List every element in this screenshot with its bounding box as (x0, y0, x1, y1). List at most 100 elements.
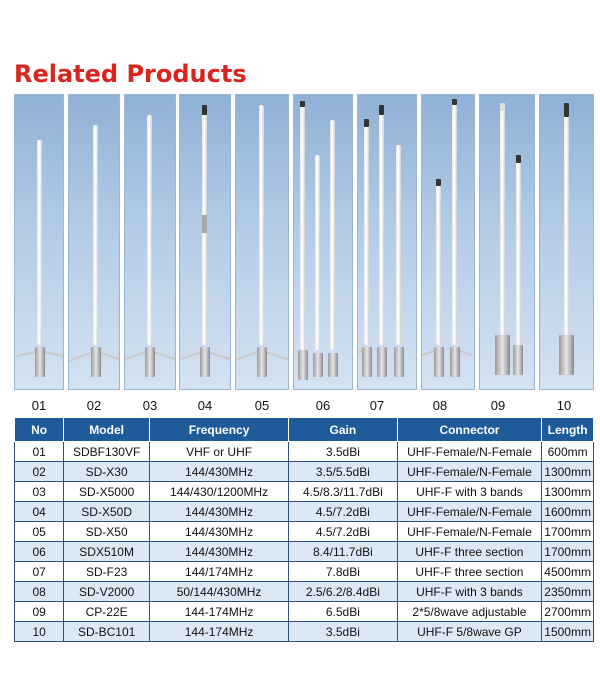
cell-model: SDX510M (63, 541, 150, 562)
cell-no: 06 (13, 541, 65, 562)
table-row: 03 SD-X5000 144/430/1200MHz 4.5/8.3/11.7… (13, 481, 594, 502)
product-image-03[interactable] (124, 94, 176, 390)
product-image-10[interactable] (539, 94, 594, 390)
product-image-09[interactable] (479, 94, 535, 390)
image-label-09: 09 (490, 398, 506, 413)
cell-no: 10 (13, 621, 65, 642)
image-label-04: 04 (197, 398, 213, 413)
cell-connector: 2*5/8wave adjustable (396, 601, 543, 622)
cell-model: SD-X50 (63, 521, 150, 542)
cell-gain: 4.5/7.2dBi (288, 501, 398, 522)
table-row: 04 SD-X50D 144/430MHz 4.5/7.2dBi UHF-Fem… (13, 501, 594, 522)
cell-length: 1700mm (541, 521, 594, 542)
cell-gain: 2.5/6.2/8.4dBi (288, 581, 398, 602)
product-image-02[interactable] (68, 94, 120, 390)
image-label-01: 01 (31, 398, 47, 413)
cell-connector: UHF-Female/N-Female (396, 441, 543, 462)
cell-frequency: 144-174MHz (148, 601, 290, 622)
table-row: 08 SD-V2000 50/144/430MHz 2.5/6.2/8.4dBi… (13, 581, 594, 602)
cell-length: 1300mm (541, 481, 594, 502)
image-label-08: 08 (432, 398, 448, 413)
cell-length: 600mm (541, 441, 594, 462)
cell-no: 04 (13, 501, 65, 522)
cell-connector: UHF-F with 3 bands (396, 481, 543, 502)
image-label-07: 07 (369, 398, 385, 413)
cell-no: 07 (13, 561, 65, 582)
cell-model: SD-BC101 (63, 621, 150, 642)
cell-length: 4500mm (541, 561, 594, 582)
cell-length: 1700mm (541, 541, 594, 562)
cell-length: 1500mm (541, 621, 594, 642)
header-frequency: Frequency (148, 417, 290, 442)
cell-connector: UHF-F with 3 bands (396, 581, 543, 602)
header-length: Length (541, 417, 594, 442)
header-connector: Connector (396, 417, 543, 442)
cell-connector: UHF-F three section (396, 561, 543, 582)
table-row: 09 CP-22E 144-174MHz 6.5dBi 2*5/8wave ad… (13, 601, 594, 622)
product-image-08[interactable] (421, 94, 475, 390)
table-row: 07 SD-F23 144/174MHz 7.8dBi UHF-F three … (13, 561, 594, 582)
header-gain: Gain (288, 417, 398, 442)
cell-length: 2700mm (541, 601, 594, 622)
cell-frequency: 144/174MHz (148, 561, 290, 582)
cell-model: SDBF130VF (63, 441, 150, 462)
cell-frequency: 144/430MHz (148, 461, 290, 482)
cell-model: SD-X30 (63, 461, 150, 482)
cell-gain: 3.5/5.5dBi (288, 461, 398, 482)
table-row: 05 SD-X50 144/430MHz 4.5/7.2dBi UHF-Fema… (13, 521, 594, 542)
cell-no: 01 (13, 441, 65, 462)
cell-frequency: 144/430MHz (148, 521, 290, 542)
cell-frequency: 144/430/1200MHz (148, 481, 290, 502)
table-row: 02 SD-X30 144/430MHz 3.5/5.5dBi UHF-Fema… (13, 461, 594, 482)
cell-gain: 4.5/7.2dBi (288, 521, 398, 542)
cell-length: 1300mm (541, 461, 594, 482)
section-title: Related Products (14, 60, 247, 88)
image-label-10: 10 (556, 398, 572, 413)
cell-length: 1600mm (541, 501, 594, 522)
product-image-strip (14, 94, 594, 390)
product-image-04[interactable] (179, 94, 231, 390)
cell-frequency: 144/430MHz (148, 541, 290, 562)
cell-model: SD-X50D (63, 501, 150, 522)
cell-model: SD-F23 (63, 561, 150, 582)
product-image-01[interactable] (14, 94, 64, 390)
image-label-06: 06 (315, 398, 331, 413)
image-label-05: 05 (254, 398, 270, 413)
product-image-07[interactable] (357, 94, 417, 390)
cell-frequency: 50/144/430MHz (148, 581, 290, 602)
cell-no: 09 (13, 601, 65, 622)
cell-model: CP-22E (63, 601, 150, 622)
cell-gain: 3.5dBi (288, 621, 398, 642)
cell-no: 05 (13, 521, 65, 542)
cell-gain: 3.5dBi (288, 441, 398, 462)
cell-frequency: 144/430MHz (148, 501, 290, 522)
image-label-03: 03 (142, 398, 158, 413)
table-header-row: No Model Frequency Gain Connector Length (13, 417, 594, 442)
cell-gain: 6.5dBi (288, 601, 398, 622)
table-row: 06 SDX510M 144/430MHz 8.4/11.7dBi UHF-F … (13, 541, 594, 562)
header-model: Model (63, 417, 150, 442)
cell-no: 08 (13, 581, 65, 602)
product-image-06[interactable] (293, 94, 353, 390)
table-row: 01 SDBF130VF VHF or UHF 3.5dBi UHF-Femal… (13, 441, 594, 462)
cell-no: 02 (13, 461, 65, 482)
header-no: No (13, 417, 65, 442)
cell-gain: 7.8dBi (288, 561, 398, 582)
image-label-02: 02 (86, 398, 102, 413)
product-spec-table: No Model Frequency Gain Connector Length… (13, 417, 594, 642)
cell-model: SD-V2000 (63, 581, 150, 602)
cell-connector: UHF-Female/N-Female (396, 501, 543, 522)
cell-frequency: VHF or UHF (148, 441, 290, 462)
cell-connector: UHF-F three section (396, 541, 543, 562)
product-image-05[interactable] (235, 94, 289, 390)
cell-model: SD-X5000 (63, 481, 150, 502)
cell-connector: UHF-F 5/8wave GP (396, 621, 543, 642)
cell-gain: 8.4/11.7dBi (288, 541, 398, 562)
cell-length: 2350mm (541, 581, 594, 602)
cell-connector: UHF-Female/N-Female (396, 521, 543, 542)
table-row: 10 SD-BC101 144-174MHz 3.5dBi UHF-F 5/8w… (13, 621, 594, 642)
cell-connector: UHF-Female/N-Female (396, 461, 543, 482)
cell-frequency: 144-174MHz (148, 621, 290, 642)
cell-gain: 4.5/8.3/11.7dBi (288, 481, 398, 502)
cell-no: 03 (13, 481, 65, 502)
